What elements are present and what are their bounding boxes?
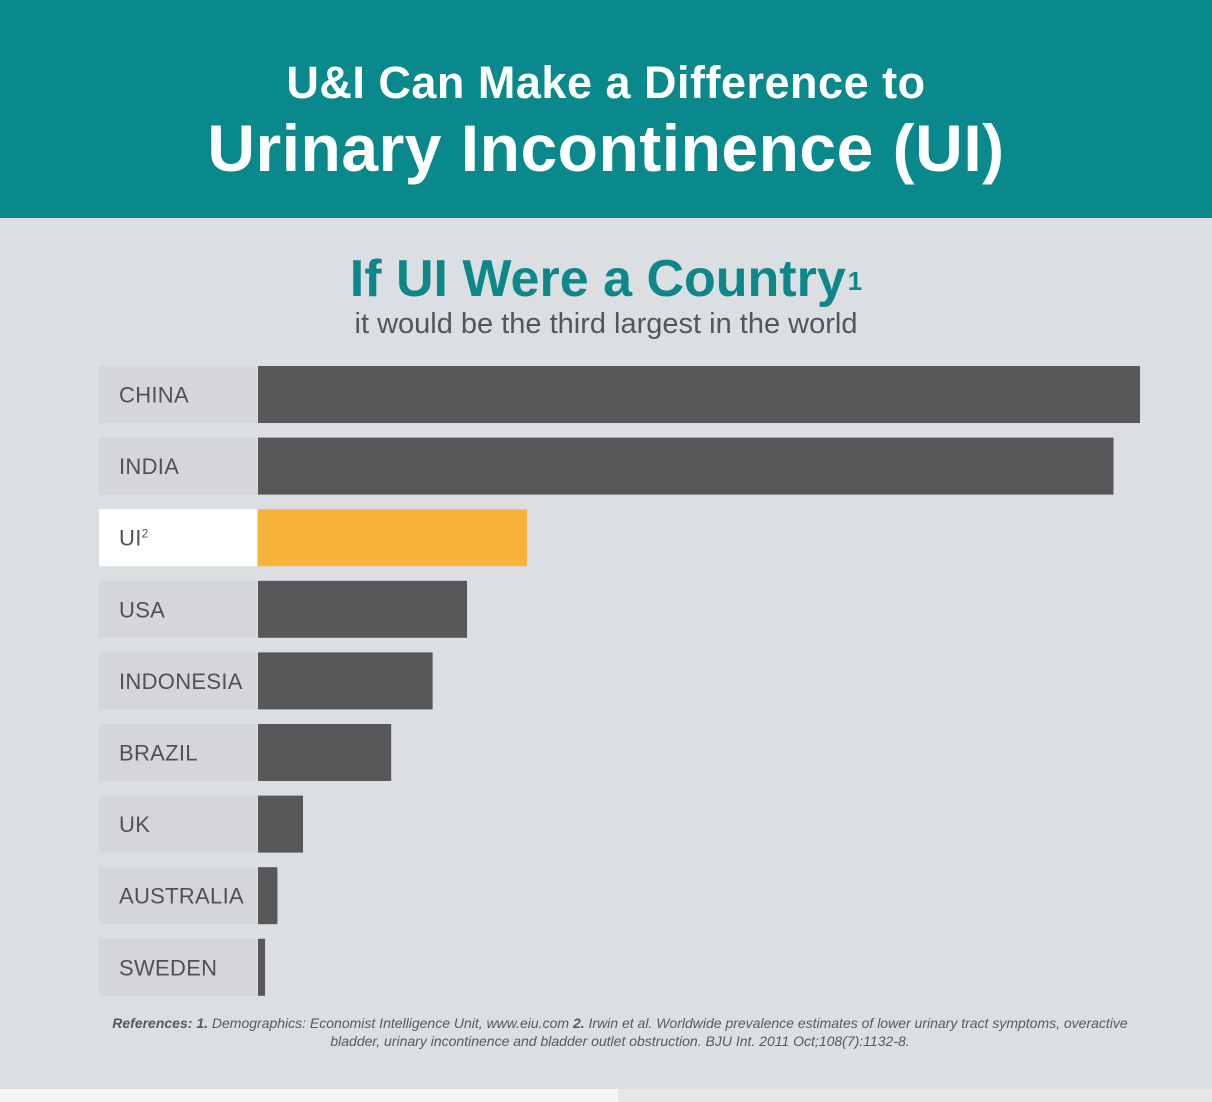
reference-number-1: 1.	[196, 1015, 208, 1031]
category-label-sweden: SWEDEN	[119, 955, 217, 980]
label-bg-india	[99, 437, 257, 495]
label-bg-brazil	[99, 724, 257, 781]
references-lead: References:	[112, 1015, 193, 1031]
category-label-australia: AUSTRALIA	[119, 884, 244, 909]
bar-indonesia	[258, 652, 433, 710]
category-label-usa: USA	[119, 597, 165, 622]
label-bg-indonesia	[99, 652, 257, 710]
label-bg-china	[99, 366, 257, 423]
bar-uk	[258, 795, 303, 853]
label-bg-australia	[99, 867, 257, 925]
category-label-china: CHINA	[119, 383, 189, 408]
chart-title-text: If UI Were a Country	[349, 250, 846, 308]
bottom-strip-right	[618, 1089, 1212, 1102]
header-title-line2: Urinary Incontinence (UI)	[207, 111, 1005, 185]
chart-title-reference: 1	[847, 266, 863, 296]
reference-text-2: Irwin et al. Worldwide prevalence estima…	[330, 1015, 1128, 1049]
bar-india	[258, 437, 1114, 495]
category-reference-ui: 2	[142, 527, 149, 541]
category-label-brazil: BRAZIL	[119, 741, 198, 766]
category-label-uk: UK	[119, 812, 150, 837]
bar-australia	[258, 867, 278, 925]
bar-brazil	[258, 724, 392, 781]
label-bg-uk	[99, 795, 257, 853]
reference-text-1: Demographics: Economist Intelligence Uni…	[211, 1015, 570, 1031]
chart-subtitle: it would be the third largest in the wor…	[354, 308, 858, 340]
bar-chart: CHINAINDIAUI2USAINDONESIABRAZILUKAUSTRAL…	[99, 366, 1140, 996]
bar-sweden	[258, 938, 266, 996]
category-label-indonesia: INDONESIA	[119, 669, 243, 694]
bar-ui	[258, 509, 528, 567]
chart-title: If UI Were a Country1	[0, 248, 1212, 310]
bottom-strip-left	[0, 1089, 618, 1102]
label-bg-sweden	[99, 938, 257, 996]
bar-usa	[258, 580, 468, 638]
label-bg-usa	[99, 580, 257, 638]
label-bg-ui	[99, 509, 257, 567]
bar-china	[258, 366, 1140, 423]
category-label-india: INDIA	[119, 454, 179, 479]
header-banner: U&I Can Make a Difference to Urinary Inc…	[0, 0, 1212, 218]
references: References: 1. Demographics: Economist I…	[90, 1014, 1150, 1050]
reference-number-2: 2.	[572, 1015, 585, 1031]
header-title-line1: U&I Can Make a Difference to	[286, 57, 926, 108]
